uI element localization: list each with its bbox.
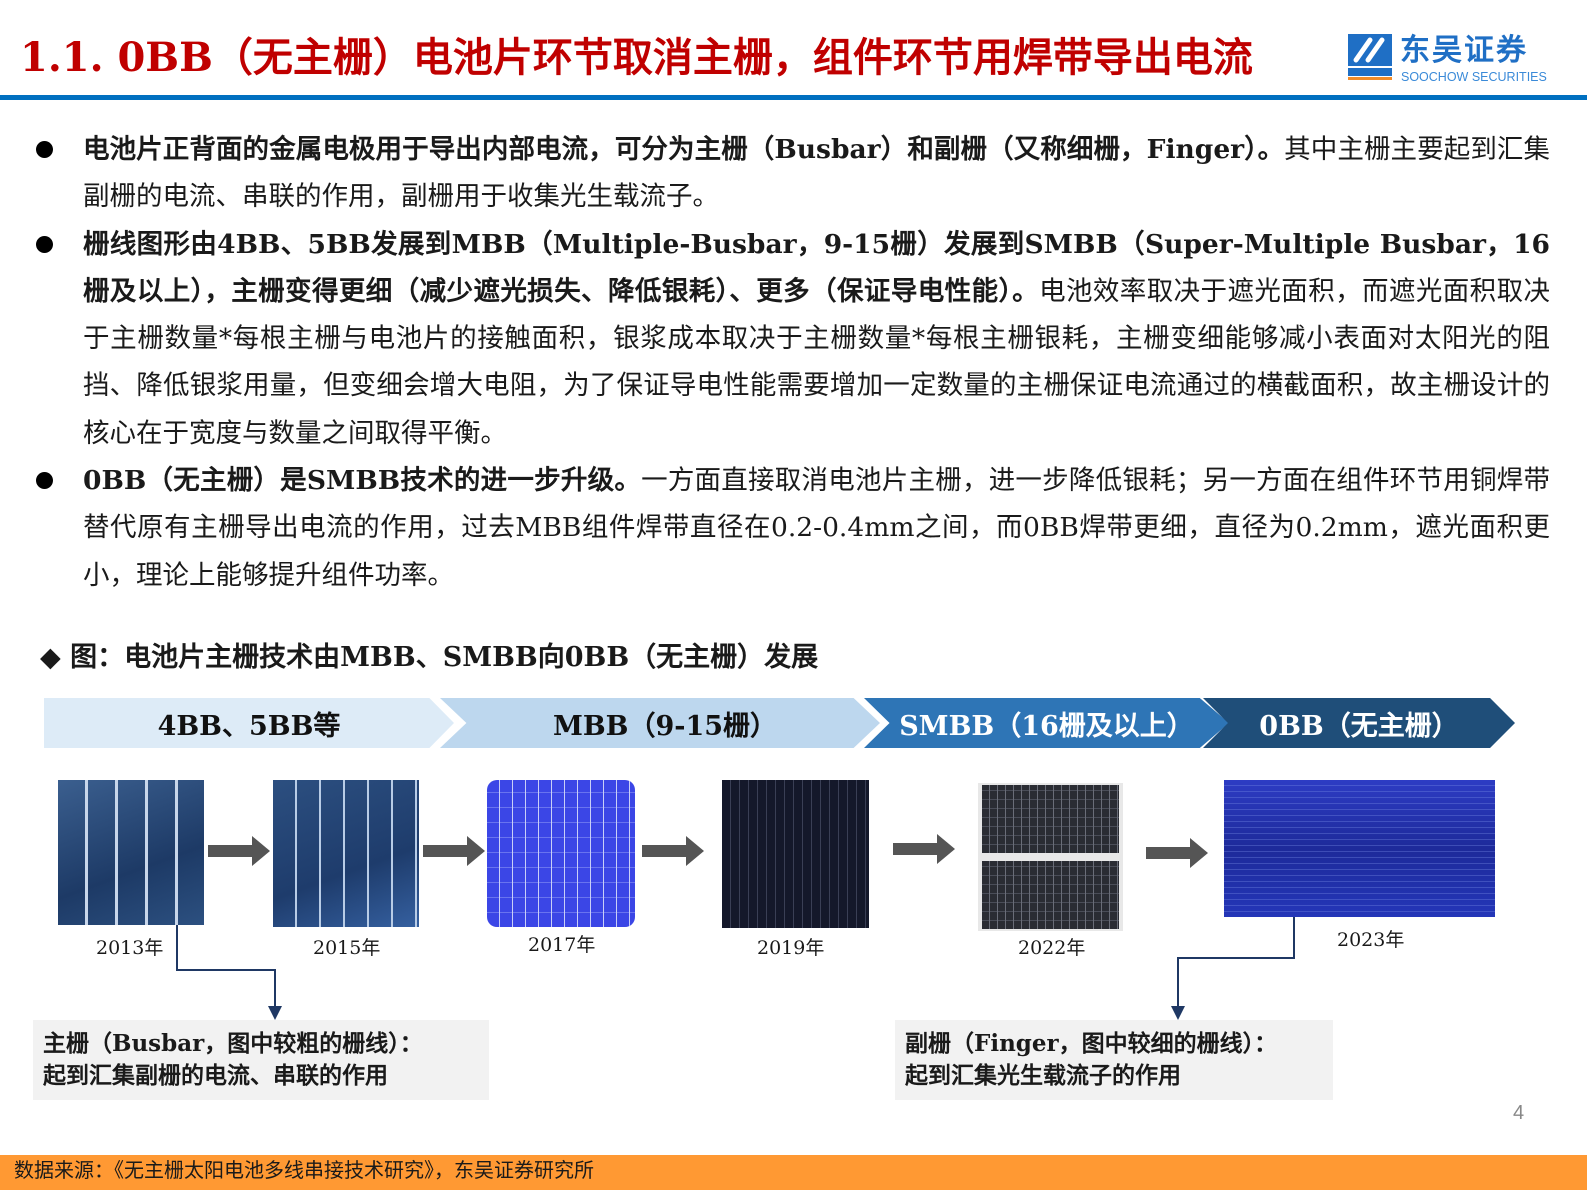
arrow-right-icon <box>208 836 270 866</box>
bullet-dot-icon <box>36 235 53 253</box>
bullet-list: 电池片正背面的金属电极用于导出内部电流，可分为主栅（Busbar）和副栅（又称细… <box>30 126 1550 599</box>
stage-smbb: SMBB（16栅及以上） <box>864 698 1229 748</box>
stage-label: 0BB（无主栅） <box>1259 710 1459 742</box>
finger-callout: 副栅（Finger，图中较细的栅线）： 起到汇集光生载流子的作用 <box>895 1020 1333 1100</box>
stage-0bb: 0BB（无主栅） <box>1203 698 1515 748</box>
cell-image-2015 <box>273 780 419 927</box>
callout-line: 起到汇集光生载流子的作用 <box>905 1062 1181 1089</box>
cell-image-2023 <box>1224 780 1495 917</box>
connector-line <box>176 925 178 971</box>
bullet-item: 电池片正背面的金属电极用于导出内部电流，可分为主栅（Busbar）和副栅（又称细… <box>30 126 1550 221</box>
cell-image-2019 <box>722 780 869 928</box>
bullet-item: 0BB（无主栅）是SMBB技术的进一步升级。一方面直接取消电池片主栅，进一步降低… <box>30 457 1550 599</box>
bullet-bold: 0BB（无主栅）是SMBB技术的进一步升级。 <box>83 465 642 497</box>
bullet-text: 其中主栅主要起到汇集副栅的电流、串联的作用，副栅用于收集光生载流子。 <box>83 134 1550 213</box>
stage-4bb: 4BB、5BB等 <box>44 698 454 748</box>
stage-mbb: MBB（9-15栅） <box>440 698 880 748</box>
arrow-right-icon <box>1146 838 1208 868</box>
year-label: 2022年 <box>1018 937 1086 959</box>
bullet-text: 电池效率取决于遮光面积，而遮光面积取决于主栅数量*每根主栅与电池片的接触面积，银… <box>83 275 1551 449</box>
logo-cn: 东吴证券 <box>1400 33 1528 68</box>
year-label: 2023年 <box>1337 929 1405 951</box>
stage-label: MBB（9-15栅） <box>552 710 778 742</box>
bullet-text: 一方面直接取消电池片主栅，进一步降低银耗；另一方面在组件环节用铜焊带替代原有主栅… <box>83 465 1550 591</box>
arrow-down-icon <box>1171 1006 1185 1020</box>
connector-line <box>1177 957 1179 1009</box>
logo-en: SOOCHOW SECURITIES <box>1401 70 1547 84</box>
scs-logo-icon <box>1348 34 1392 80</box>
bullet-dot-icon <box>36 141 53 158</box>
cell-image-2022 <box>978 783 1123 931</box>
bullet-bold: 电池片正背面的金属电极用于导出内部电流，可分为主栅（Busbar）和副栅（又称细… <box>83 134 1285 165</box>
figure-caption: ◆ 图：电池片主栅技术由MBB、SMBB向0BB（无主栅）发展 <box>40 642 819 673</box>
cell-image-2017 <box>487 780 635 927</box>
arrow-down-icon <box>268 1006 282 1020</box>
busbar-callout: 主栅（Busbar，图中较粗的栅线）： 起到汇集副栅的电流、串联的作用 <box>33 1020 489 1100</box>
bullet-item: 栅线图形由4BB、5BB发展到MBB（Multiple-Busbar，9-15栅… <box>30 221 1550 457</box>
company-logo: 东吴证券 SOOCHOW SECURITIES <box>1348 34 1558 86</box>
bullet-bold: 栅线图形由4BB、5BB发展到MBB（Multiple-Busbar，9-15栅… <box>83 228 1550 307</box>
year-label: 2019年 <box>757 937 825 959</box>
callout-line: 起到汇集副栅的电流、串联的作用 <box>43 1062 388 1089</box>
year-label: 2013年 <box>96 937 164 959</box>
page-title: 1.1. 0BB（无主栅）电池片环节取消主栅，组件环节用焊带导出电流 <box>20 34 1253 81</box>
bullet-dot-icon <box>36 472 53 490</box>
cell-image-2013 <box>58 780 204 925</box>
arrow-right-icon <box>642 836 704 866</box>
callout-line: 副栅（Finger，图中较细的栅线）： <box>905 1030 1278 1057</box>
connector-line <box>274 969 276 1009</box>
year-label: 2017年 <box>528 934 596 956</box>
arrow-right-icon <box>423 836 485 866</box>
header-rule <box>0 95 1587 100</box>
stage-label: SMBB（16栅及以上） <box>899 710 1194 742</box>
connector-line <box>176 969 276 971</box>
footer-source: 数据来源：《无主栅太阳电池多线串接技术研究》，东吴证券研究所 <box>0 1155 1587 1190</box>
stage-label: 4BB、5BB等 <box>157 710 341 742</box>
connector-line <box>1177 957 1295 959</box>
year-label: 2015年 <box>313 937 381 959</box>
connector-line <box>1293 917 1295 959</box>
source-text: 数据来源：《无主栅太阳电池多线串接技术研究》，东吴证券研究所 <box>14 1158 594 1182</box>
page-number: 4 <box>1513 1102 1525 1124</box>
callout-line: 主栅（Busbar，图中较粗的栅线）： <box>43 1030 423 1057</box>
arrow-right-icon <box>893 834 955 864</box>
